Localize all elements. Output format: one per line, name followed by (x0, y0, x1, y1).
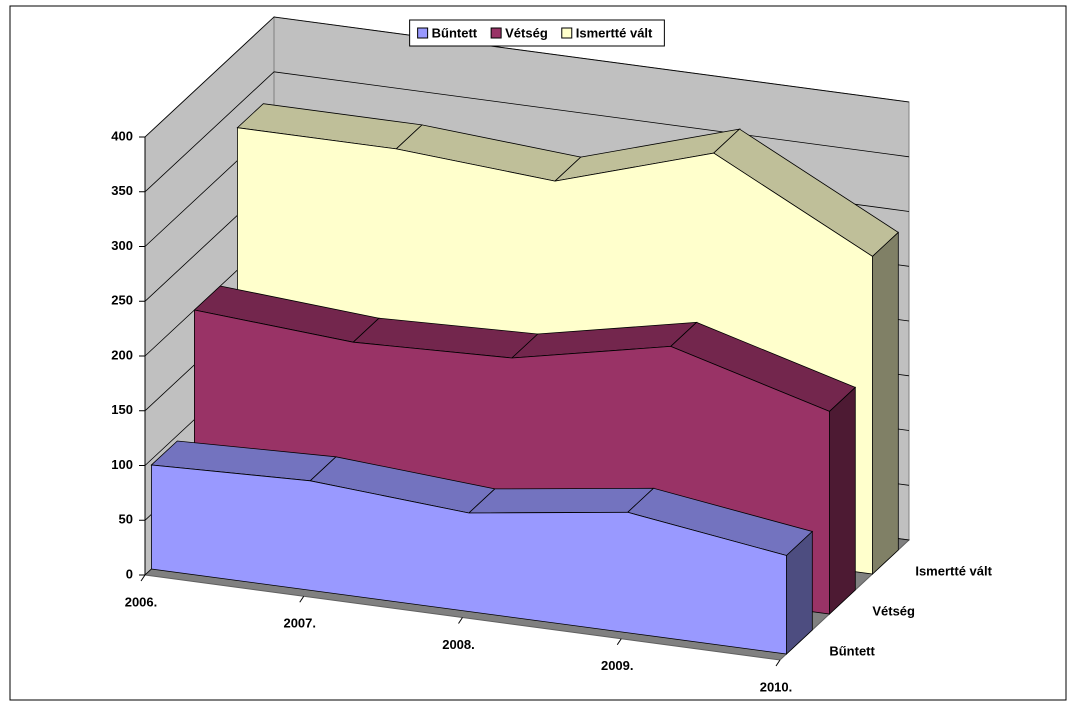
grid-line (144, 16, 910, 138)
x-tick (616, 638, 622, 646)
depth-label: Bűntett (829, 643, 875, 658)
y-tick-label: 250 (111, 293, 133, 308)
y-tick-label: 300 (111, 238, 133, 253)
x-tick (299, 595, 305, 603)
legend-label: Ismertté vált (576, 25, 653, 40)
x-tick (775, 659, 781, 667)
legend-label: Bűntett (432, 25, 478, 40)
y-tick-label: 50 (119, 512, 133, 527)
depth-label: Vétség (872, 603, 915, 618)
legend-swatch (490, 27, 502, 39)
grid-line (144, 71, 910, 193)
x-tick (458, 617, 463, 624)
x-tick (140, 574, 146, 582)
y-tick-label: 350 (111, 183, 133, 198)
area (150, 464, 787, 655)
y-tick-label: 0 (126, 566, 133, 581)
legend-swatch (417, 27, 429, 39)
legend-swatch (561, 27, 573, 39)
legend-label: Vétség (505, 25, 548, 40)
x-tick-label: 2009. (601, 658, 634, 673)
area-side (872, 231, 899, 575)
x-tick-label: 2007. (283, 616, 316, 631)
area-side (829, 386, 856, 615)
legend: Bűntett Vétség Ismertté vált (409, 19, 665, 47)
x-tick-label: 2008. (442, 637, 475, 652)
y-tick-label: 200 (111, 347, 133, 362)
x-tick-label: 2006. (125, 594, 158, 609)
legend-box (409, 19, 665, 47)
y-tick-label: 400 (111, 128, 133, 143)
y-tick-label: 100 (111, 457, 133, 472)
x-tick-label: 2010. (760, 679, 793, 694)
y-tick-label: 150 (111, 402, 133, 417)
depth-label: Ismertté vált (915, 563, 992, 578)
area-top (467, 487, 655, 514)
